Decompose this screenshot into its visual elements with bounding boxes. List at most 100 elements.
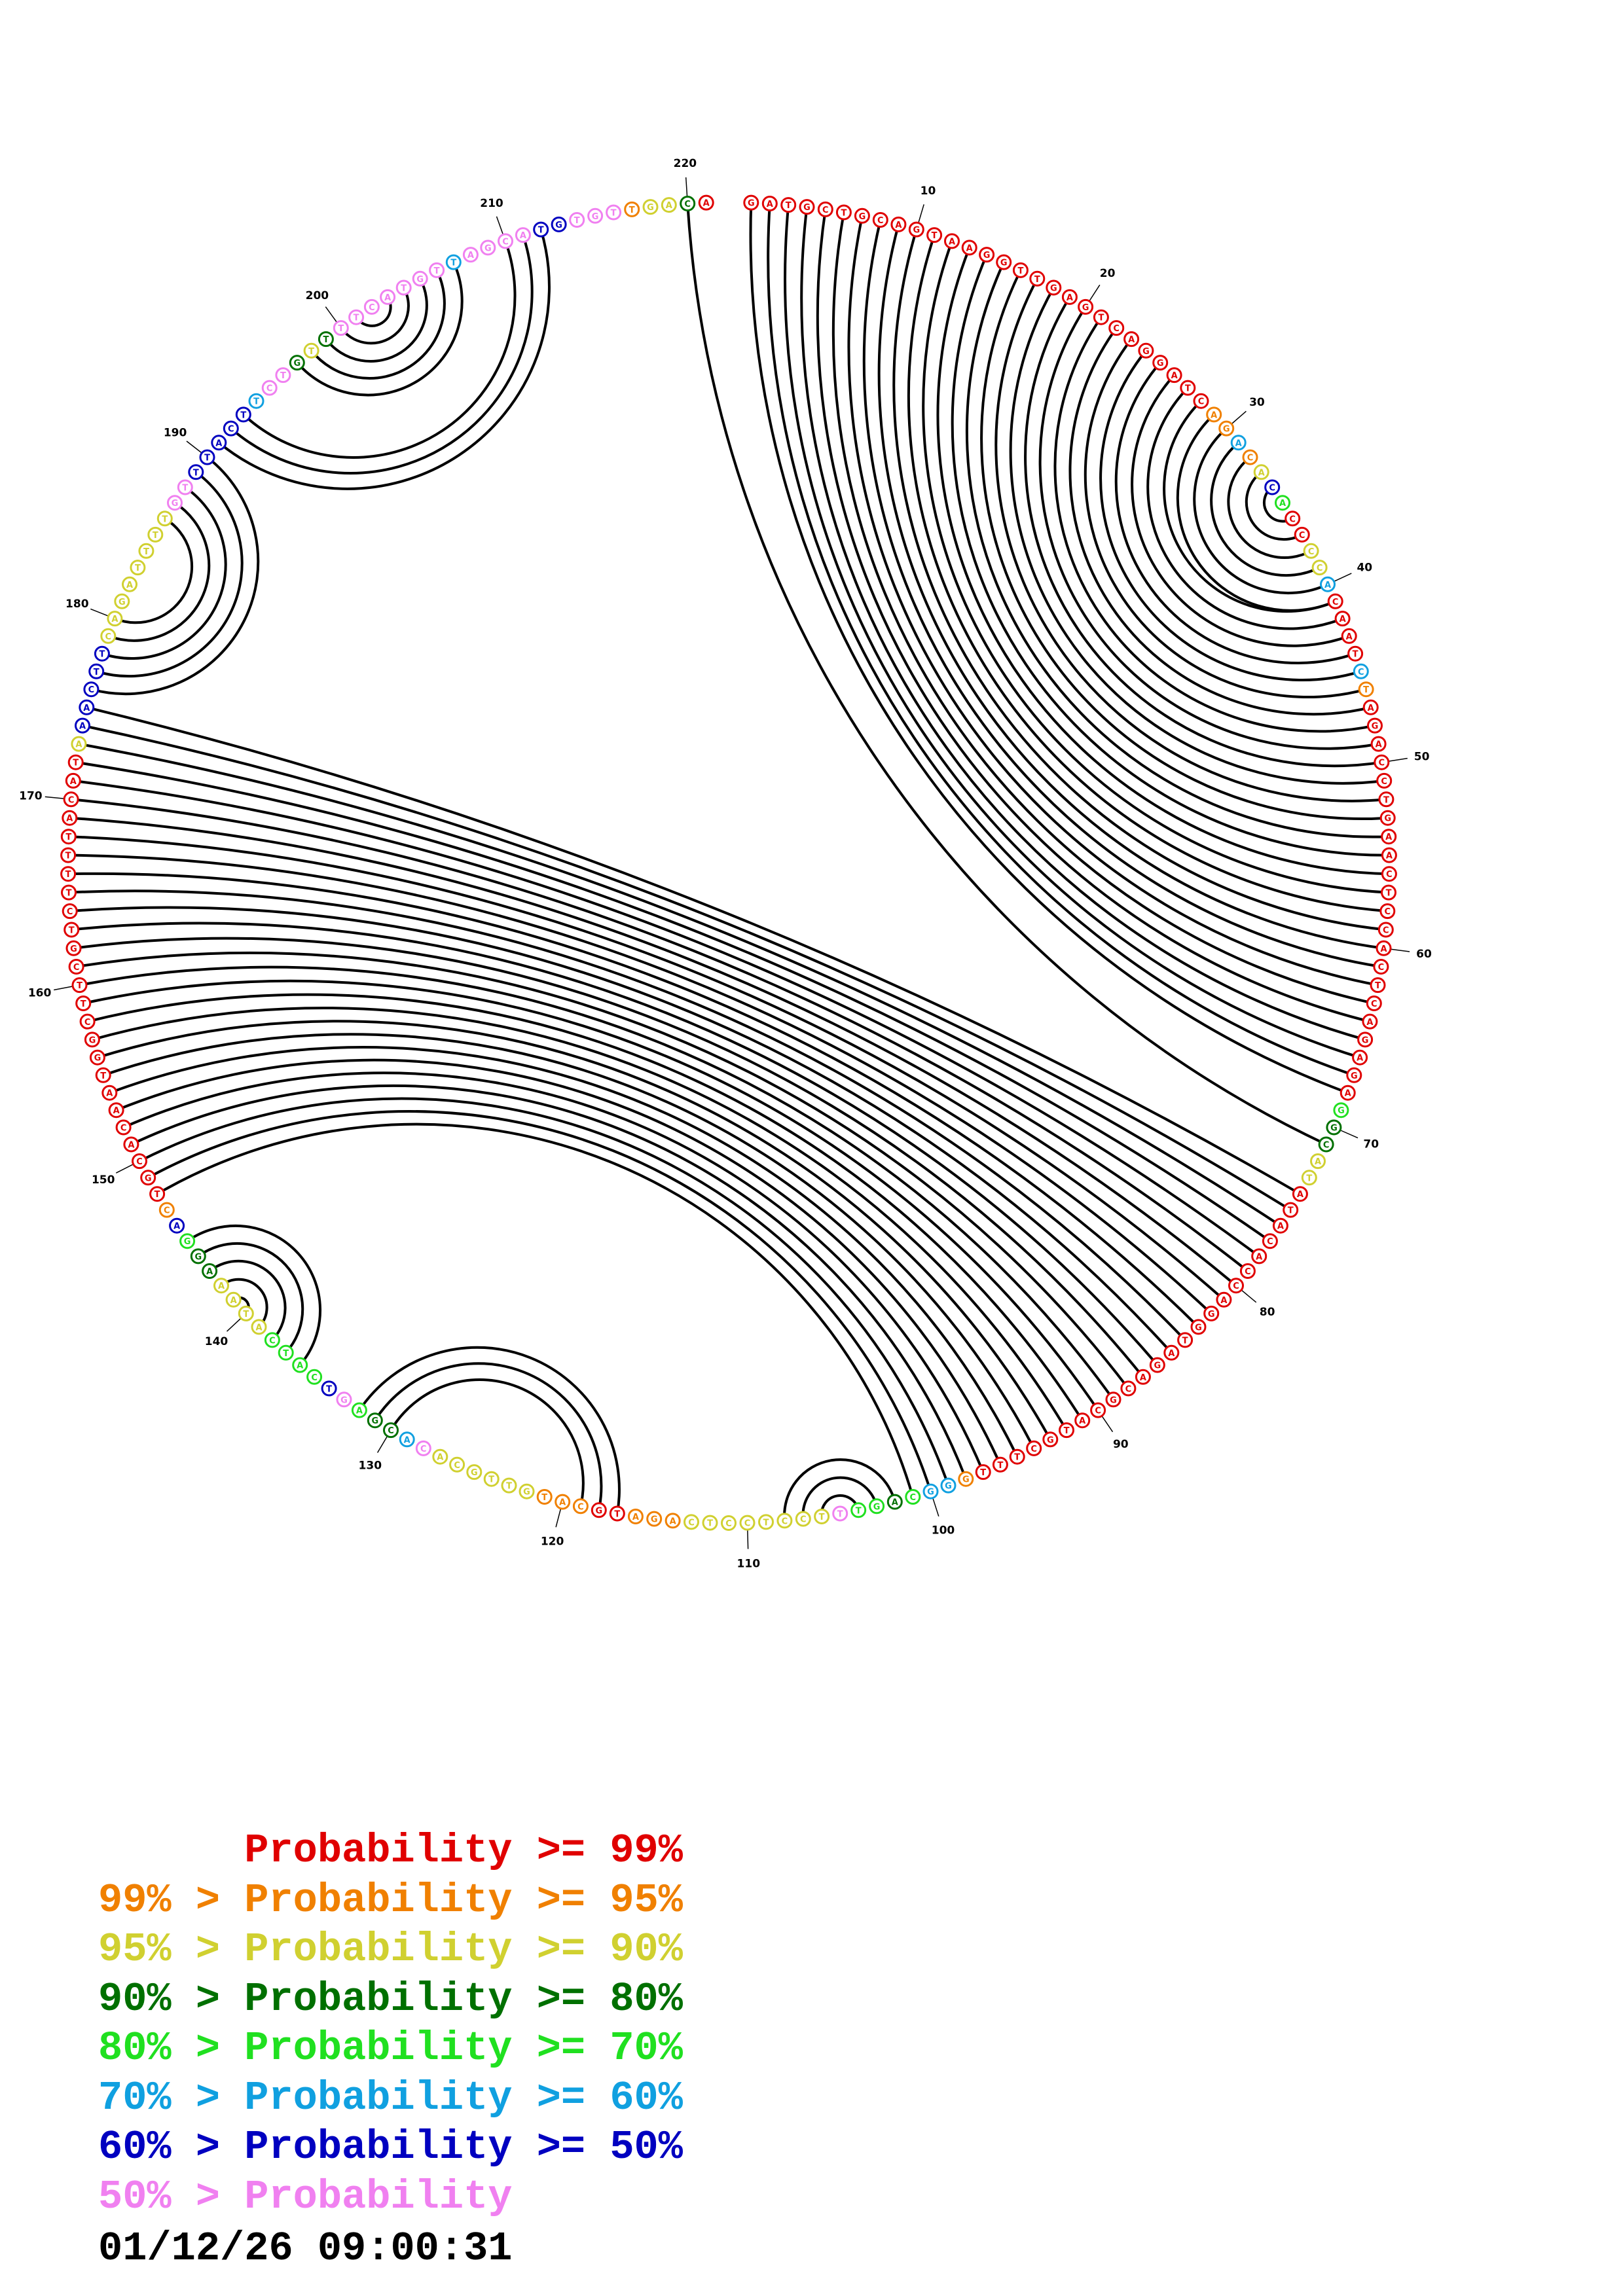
nucleotide-175: A — [79, 699, 95, 715]
nucleotide-circle — [251, 1319, 267, 1335]
base-pair-arc-101-148 — [156, 1122, 915, 1498]
base-pair-arc-117-132 — [358, 1346, 621, 1514]
nucleotide-circle — [835, 204, 852, 221]
nucleotide-circle — [380, 289, 396, 305]
nucleotide-circle — [261, 380, 278, 396]
nucleotide-circle — [1253, 464, 1269, 480]
nucleotide-27: T — [1180, 380, 1196, 396]
nucleotide-74: A — [1292, 1186, 1308, 1202]
nucleotide-letter: T — [65, 870, 71, 880]
base-pair-arc-96-153 — [115, 1058, 1002, 1465]
nucleotide-24: G — [1138, 342, 1154, 359]
nucleotide-letter: T — [135, 564, 141, 573]
base-pair-arc-81-168 — [68, 835, 1225, 1301]
legend-row-0: Probability >= 99% — [98, 1827, 683, 1874]
nucleotide-80: C — [1228, 1278, 1244, 1294]
base-pair-arc-100-149 — [147, 1110, 932, 1492]
base-pair-arc-93-156 — [97, 1020, 1052, 1441]
nucleotide-131: G — [367, 1412, 383, 1429]
nucleotide-letter: C — [502, 237, 509, 247]
nucleotide-204: T — [395, 279, 412, 296]
nucleotide-circle — [1379, 903, 1396, 920]
nucleotide-circle — [1376, 772, 1393, 789]
base-pair-arc-18-51 — [1009, 287, 1385, 785]
nucleotide-letter: C — [577, 1502, 584, 1512]
nucleotide-43: A — [1341, 628, 1357, 644]
nucleotide-circle — [1292, 1186, 1308, 1202]
nucleotide-circle — [1166, 367, 1182, 384]
nucleotide-circle — [1230, 435, 1247, 451]
nucleotide-letter: G — [172, 499, 179, 509]
nucleotide-circle — [432, 1448, 448, 1465]
nucleotide-199: T — [318, 331, 334, 348]
nucleotide-circle — [60, 866, 77, 882]
nucleotide-circle — [177, 479, 193, 495]
nucleotide-38: C — [1303, 543, 1319, 559]
tick-line-50 — [1388, 757, 1408, 762]
tick-label-100: 100 — [932, 1524, 955, 1537]
nucleotide-letter: A — [83, 704, 90, 713]
nucleotide-circle — [1352, 1049, 1368, 1066]
nucleotide-116: A — [627, 1509, 644, 1524]
nucleotide-circle — [569, 212, 585, 228]
nucleotide-letter: T — [155, 1190, 160, 1200]
nucleotide-92: T — [1059, 1422, 1074, 1439]
nucleotide-letter: T — [77, 981, 82, 991]
nucleotide-220: C — [680, 196, 696, 211]
nucleotide-circle — [79, 1013, 96, 1030]
nucleotide-circle — [1046, 279, 1062, 296]
nucleotide-157: G — [84, 1031, 100, 1048]
nucleotide-letter: G — [1050, 284, 1057, 294]
nucleotide-letter: C — [269, 1336, 276, 1346]
nucleotide-83: G — [1190, 1319, 1207, 1335]
nucleotide-circle — [395, 279, 412, 296]
nucleotide-circle — [367, 1412, 383, 1429]
nucleotide-47: A — [1362, 699, 1379, 715]
nucleotide-98: G — [958, 1471, 974, 1487]
base-pair-arc-82-167 — [68, 853, 1213, 1315]
nucleotide-letter: G — [416, 275, 424, 285]
nucleotide-letter: C — [782, 1516, 788, 1526]
nucleotide-189: T — [188, 464, 204, 480]
nucleotide-214: T — [569, 212, 585, 228]
nucleotide-circle — [62, 903, 78, 920]
nucleotide-144: G — [190, 1248, 206, 1265]
nucleotide-letter: A — [1385, 833, 1392, 842]
nucleotide-letter: C — [1233, 1282, 1239, 1291]
nucleotide-letter: C — [1308, 547, 1315, 557]
nucleotide-letter: G — [1338, 1106, 1345, 1116]
nucleotide-69: G — [1333, 1102, 1349, 1119]
nucleotide-circle — [776, 1513, 793, 1529]
base-pair-arc-4-65 — [800, 206, 1366, 1041]
nucleotide-letter: C — [1245, 1267, 1251, 1277]
nucleotide-circles: G A T G C T G C AGTAAGGTTGAGTCAGGATCAGACACACCCCA… — [60, 194, 1397, 1531]
base-pair-arc-2-67 — [767, 203, 1355, 1077]
base-pair-arc-32-38 — [1227, 456, 1312, 559]
nucleotide-circle — [1135, 1369, 1151, 1385]
nucleotide-letter: C — [1198, 397, 1205, 407]
nucleotide-circle — [795, 1511, 811, 1527]
nucleotide-circle — [1206, 406, 1222, 423]
nucleotide-letter: G — [1223, 425, 1230, 435]
nucleotide-113: C — [684, 1514, 699, 1530]
nucleotide-184: T — [138, 543, 155, 559]
nucleotide-letter: C — [73, 963, 80, 973]
nucleotide-letter: G — [651, 1515, 658, 1525]
nucleotide-letter: C — [1379, 759, 1385, 768]
base-pair-arc-79-170 — [71, 798, 1249, 1272]
nucleotide-letter: T — [538, 226, 544, 236]
tick-line-20 — [1088, 284, 1101, 302]
nucleotide-147: C — [158, 1202, 175, 1218]
nucleotide-circle — [1376, 940, 1392, 956]
legend-row-7: 50% > Probability — [98, 2173, 513, 2220]
nucleotide-circle — [223, 420, 239, 437]
nucleotide-letter: T — [283, 1349, 289, 1359]
nucleotide-172: T — [67, 754, 84, 770]
nucleotide-circle — [213, 1278, 229, 1294]
base-pair-arc-80-169 — [69, 816, 1237, 1287]
base-pair-arc-22-47 — [1068, 327, 1372, 716]
nucleotide-208: A — [462, 247, 479, 263]
nucleotide-letter: T — [1363, 685, 1369, 695]
nucleotide-letter: A — [75, 740, 82, 750]
nucleotide-90: C — [1090, 1402, 1106, 1418]
